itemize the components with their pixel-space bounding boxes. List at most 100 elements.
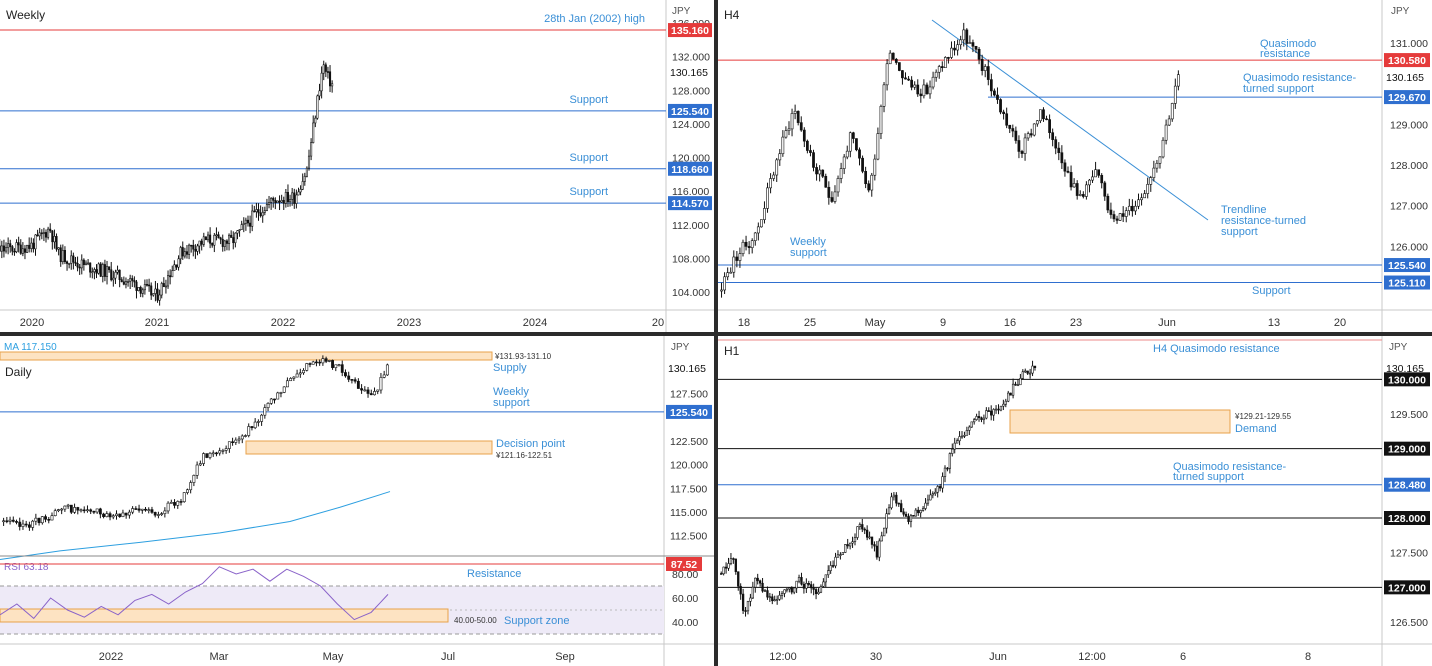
weekly-chart-panel[interactable]: Weekly2020202120222023202420JPY136.00013… bbox=[0, 0, 714, 332]
h4-candle bbox=[999, 99, 1002, 113]
h1-candle bbox=[1033, 365, 1037, 369]
zone-range-label: ¥121.16-122.51 bbox=[495, 451, 553, 460]
weekly-candle bbox=[15, 242, 18, 253]
x-tick-label: 12:00 bbox=[769, 651, 797, 663]
h4-candle bbox=[775, 159, 779, 176]
weekly-candle bbox=[93, 269, 96, 273]
h4-candle bbox=[855, 138, 858, 151]
h4-candle bbox=[1137, 199, 1140, 207]
weekly-candle bbox=[249, 222, 252, 227]
x-tick-label: 6 bbox=[1180, 651, 1186, 663]
h4-candle bbox=[983, 66, 987, 71]
rsi-resistance-tag-bg bbox=[666, 557, 702, 571]
h1-candle bbox=[836, 554, 840, 558]
daily-candle bbox=[276, 392, 280, 400]
weekly-candle bbox=[9, 243, 12, 247]
level-price-tag: 128.480 bbox=[1388, 480, 1426, 492]
daily-candle bbox=[40, 516, 44, 524]
daily-candle bbox=[327, 360, 331, 362]
weekly-candle bbox=[265, 204, 268, 211]
h4-candle bbox=[769, 178, 772, 189]
weekly-candle bbox=[42, 232, 45, 234]
daily-candle bbox=[260, 414, 264, 422]
daily-candle bbox=[350, 379, 354, 381]
daily-candle bbox=[118, 513, 122, 517]
daily-candle bbox=[279, 392, 283, 394]
h4-candle bbox=[980, 58, 984, 71]
weekly-candle bbox=[105, 266, 109, 277]
h4-candle bbox=[720, 289, 723, 292]
h4-candle bbox=[1085, 184, 1088, 197]
weekly-candle bbox=[66, 261, 69, 264]
h4-candle bbox=[931, 76, 935, 88]
y-tick-label: 116.000 bbox=[672, 186, 709, 198]
level-price-tag: 125.540 bbox=[670, 407, 708, 419]
daily-candle bbox=[208, 452, 212, 458]
weekly-candle bbox=[263, 210, 266, 213]
level-price-tag: 129.000 bbox=[1388, 444, 1426, 456]
h4-candle bbox=[1088, 179, 1091, 186]
h1-candle bbox=[914, 509, 917, 517]
rsi-line bbox=[0, 566, 389, 621]
decision-point-zone bbox=[245, 440, 493, 455]
h4-candle bbox=[1014, 130, 1018, 141]
h1-candle bbox=[763, 590, 767, 592]
h4-candle bbox=[1029, 133, 1033, 136]
daily-candle bbox=[382, 374, 386, 378]
h1-candle bbox=[861, 524, 864, 530]
daily-chart-panel[interactable]: 2022 Mar May Jul Sep MA 117.150 Daily JPY 127.50… bbox=[0, 336, 714, 666]
trendline-label-line2: resistance-turned bbox=[1221, 215, 1306, 227]
x-tick-label: 25 bbox=[804, 317, 816, 329]
daily-candle bbox=[182, 492, 186, 503]
h4-candle bbox=[1035, 120, 1039, 125]
level-annotation: Support bbox=[569, 94, 608, 106]
rsi-legend: RSI 63.18 bbox=[4, 562, 49, 573]
x-tick-label: 2020 bbox=[20, 317, 44, 329]
h1-candle bbox=[1004, 400, 1007, 405]
weekly-candle bbox=[331, 83, 334, 87]
daily-candle bbox=[269, 398, 273, 404]
weekly-candle bbox=[82, 259, 85, 266]
h1-candle bbox=[953, 442, 956, 450]
level-annotation: Support bbox=[569, 152, 608, 164]
h1-candle bbox=[758, 580, 762, 584]
weekly-candle bbox=[177, 258, 180, 268]
weekly-candle bbox=[267, 202, 271, 205]
panel-title: H4 bbox=[724, 8, 740, 22]
daily-candle bbox=[295, 373, 299, 378]
h4-candle bbox=[959, 39, 963, 46]
daily-candle bbox=[105, 513, 109, 517]
weekly-candle bbox=[28, 244, 31, 249]
weekly-candle bbox=[49, 228, 52, 232]
h4-candle bbox=[793, 110, 797, 114]
h4-candle bbox=[1170, 103, 1174, 120]
h4-candle bbox=[1112, 214, 1116, 220]
h1-candle bbox=[834, 556, 837, 567]
h1-candle bbox=[958, 436, 961, 442]
daily-candle bbox=[60, 508, 64, 511]
h1-candle bbox=[1014, 383, 1017, 386]
x-tick-label: 2022 bbox=[271, 317, 295, 329]
h1-candle bbox=[822, 581, 825, 587]
last-price-label: 130.165 bbox=[670, 67, 708, 79]
h4-candle bbox=[1109, 209, 1113, 215]
weekly-candle bbox=[253, 210, 256, 213]
weekly-candle bbox=[198, 240, 201, 247]
y-tick-label: 115.000 bbox=[670, 507, 707, 519]
h1-candle bbox=[727, 563, 730, 569]
weekly-candle bbox=[2, 245, 5, 252]
daily-candle bbox=[189, 482, 193, 491]
h1-candle bbox=[831, 565, 835, 567]
daily-candle bbox=[11, 519, 15, 522]
h4-candle bbox=[965, 29, 969, 44]
weekly-candle bbox=[162, 283, 165, 288]
h4-candle bbox=[1026, 133, 1030, 139]
level-annotation: support bbox=[790, 247, 827, 259]
weekly-candle bbox=[108, 266, 111, 271]
h1-chart-panel[interactable]: H112:0030Jun12:0068JPY129.500128.500127.… bbox=[718, 336, 1432, 666]
weekly-candle bbox=[17, 242, 20, 246]
h1-candle bbox=[817, 591, 820, 595]
h1-candle bbox=[819, 586, 823, 593]
weekly-candle bbox=[238, 229, 241, 231]
h4-chart-panel[interactable]: H4 18 25 May 9 16 23 Jun 13 20 JPY 131.000 129.000 12… bbox=[718, 0, 1432, 332]
